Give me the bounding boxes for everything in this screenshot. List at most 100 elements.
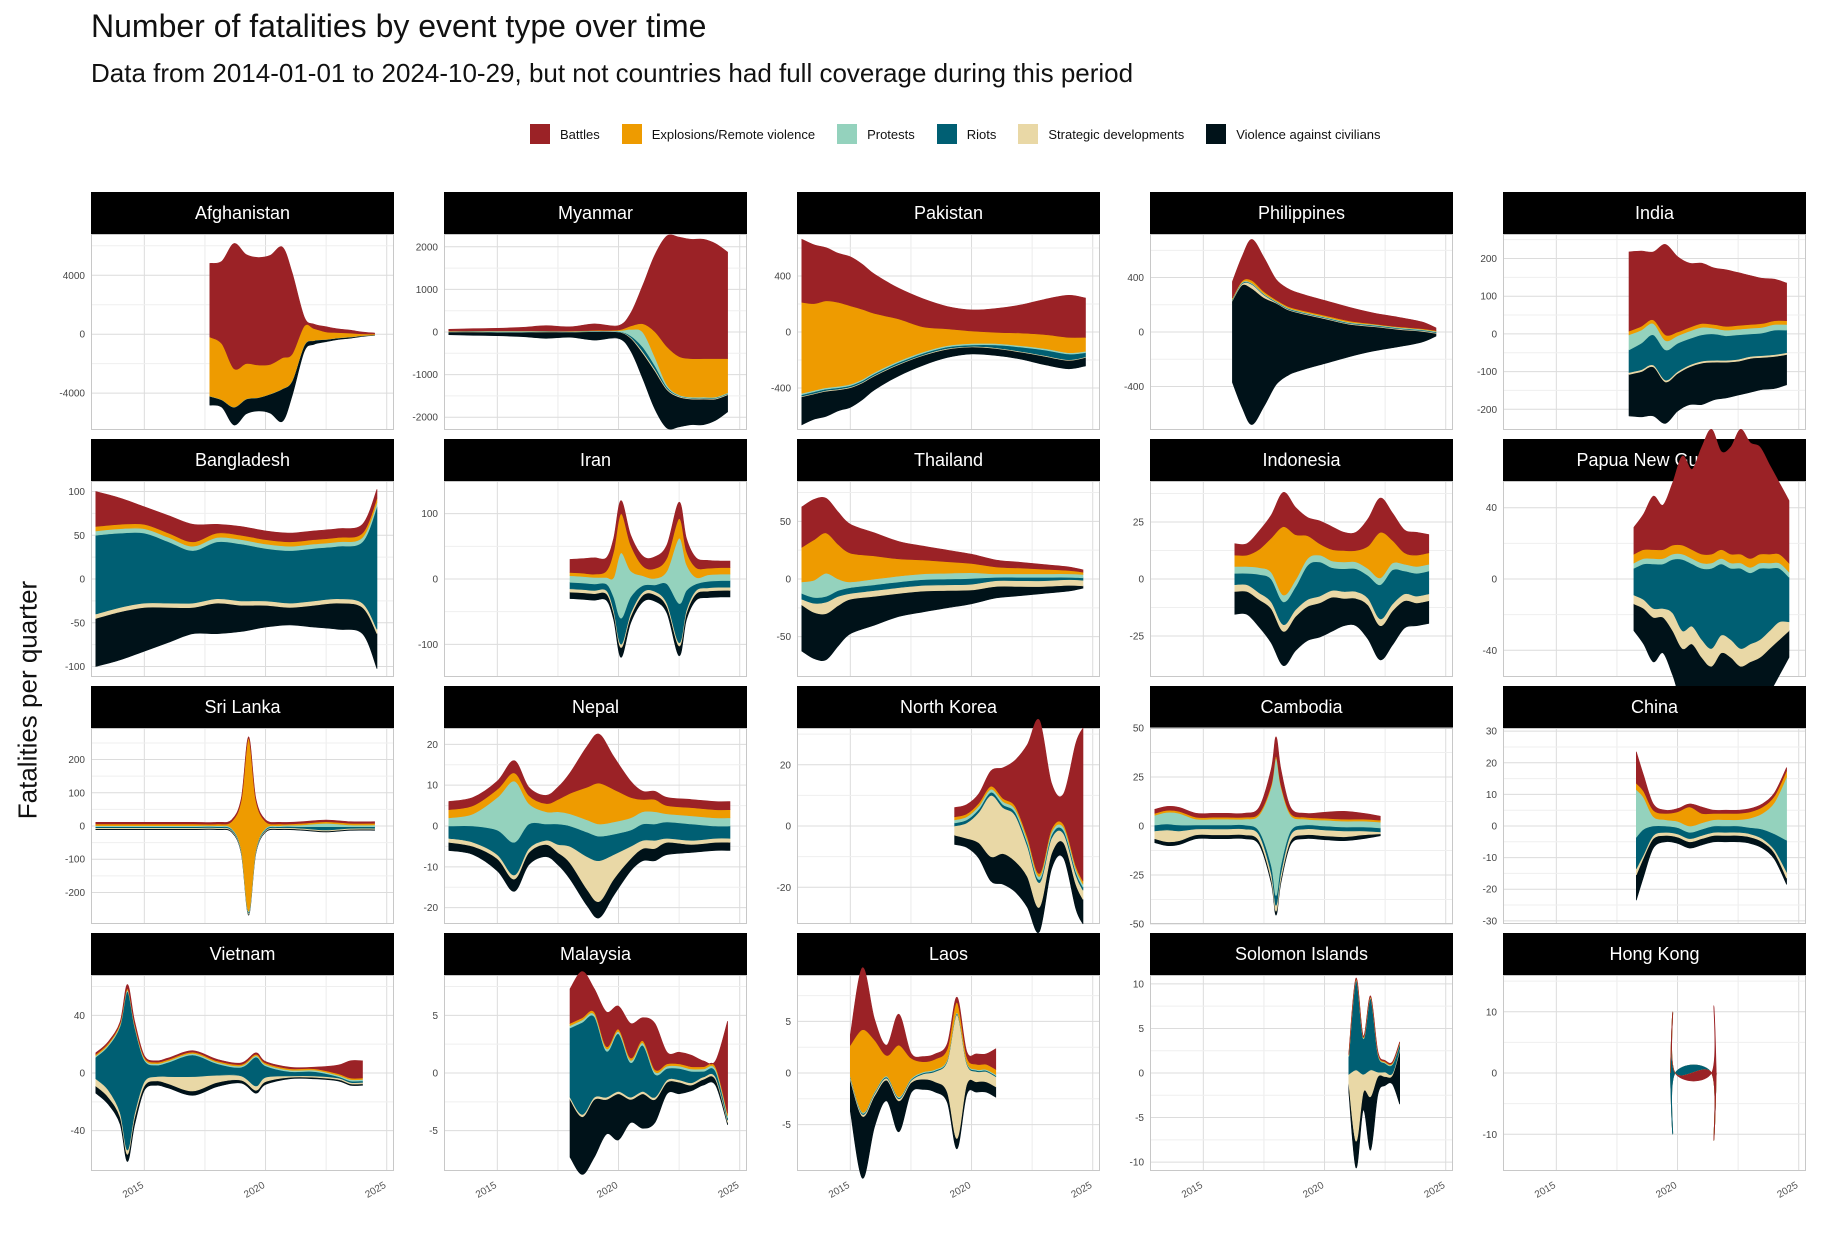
streams-laos xyxy=(850,967,997,1179)
panel-title-vietnam: Vietnam xyxy=(91,933,394,975)
y-tick-label: 0 xyxy=(785,1069,791,1080)
y-tick-label: 100 xyxy=(1480,292,1497,303)
x-tick-label: 2025 xyxy=(363,1180,388,1201)
plot-vietnam: -40 0 40 2015 2020 2025 xyxy=(71,975,394,1201)
x-tick-label: 2020 xyxy=(1301,1180,1326,1201)
x-tick-label: 2015 xyxy=(1533,1180,1558,1201)
y-tick-label: 0 xyxy=(79,822,85,833)
y-tick-label: 10 xyxy=(427,781,439,792)
streams-pakistan xyxy=(801,238,1086,426)
y-tick-label: 0 xyxy=(785,328,791,339)
legend-label-protests: Protests xyxy=(867,126,915,142)
stream-violence-against-civilians xyxy=(95,602,378,669)
plot-iran: -100 0 100 xyxy=(418,481,747,677)
stream-battles xyxy=(1633,429,1790,564)
panel-title-myanmar: Myanmar xyxy=(444,192,747,234)
x-tick-label: 2020 xyxy=(948,1180,973,1201)
y-tick-label: -25 xyxy=(1130,871,1145,882)
panel-border xyxy=(797,481,1100,677)
y-tick-label: 2000 xyxy=(416,242,439,253)
panel-afghanistan: Afghanistan -4000 0 4000 xyxy=(59,192,394,430)
y-tick-label: -100 xyxy=(65,855,85,866)
y-tick-label: 200 xyxy=(1480,254,1497,265)
legend: Battles Explosions/Remote violence Prote… xyxy=(530,122,1403,146)
panel-border xyxy=(1503,728,1806,924)
y-tick-label: -100 xyxy=(418,640,438,651)
panel-border xyxy=(1503,975,1806,1171)
panel-title-bangladesh: Bangladesh xyxy=(91,439,394,481)
x-tick-label: 2020 xyxy=(1654,1180,1679,1201)
y-tick-label: 200 xyxy=(68,755,85,766)
plot-solomon-islands: -10 -5 0 5 10 2015 2020 2025 xyxy=(1130,975,1453,1201)
y-tick-label: -25 xyxy=(1130,631,1145,642)
stream-battles xyxy=(569,971,728,1114)
panel-title-cambodia: Cambodia xyxy=(1150,686,1453,728)
y-tick-label: 0 xyxy=(79,575,85,586)
y-tick-label: -4000 xyxy=(59,389,85,400)
y-tick-label: 100 xyxy=(68,487,85,498)
stream-riots xyxy=(95,826,375,914)
y-tick-label: -10 xyxy=(1130,1158,1145,1169)
panel-border xyxy=(444,728,747,924)
panel-hong-kong: Hong Kong -10 0 10 2015 2020 2025 xyxy=(1483,933,1806,1201)
y-tick-label: 0 xyxy=(1138,575,1144,586)
panel-iran: Iran -100 0 100 xyxy=(418,439,747,677)
streams-thailand xyxy=(801,497,1084,661)
panel-title-afghanistan: Afghanistan xyxy=(91,192,394,234)
streams-vietnam xyxy=(95,984,363,1162)
y-tick-label: 10 xyxy=(1486,1007,1498,1018)
plot-india: -200 -100 0 100 200 xyxy=(1477,234,1806,430)
y-tick-label: 100 xyxy=(421,509,438,520)
panel-border xyxy=(444,234,747,430)
streams-iran xyxy=(569,500,731,658)
streams-china xyxy=(1636,751,1787,901)
plot-pakistan: -400 0 400 xyxy=(771,234,1100,430)
panel-border xyxy=(91,234,394,430)
panel-title-indonesia: Indonesia xyxy=(1150,439,1453,481)
gridlines xyxy=(1503,975,1806,1171)
x-tick-label: 2025 xyxy=(1422,1180,1447,1201)
y-tick-label: 5 xyxy=(432,1011,438,1022)
gridlines xyxy=(1150,975,1453,1171)
y-tick-label: 10 xyxy=(1486,790,1498,801)
y-tick-label: 0 xyxy=(785,822,791,833)
stream-battles xyxy=(801,238,1086,338)
legend-key-riots xyxy=(936,124,957,144)
y-tick-label: -40 xyxy=(1483,646,1498,657)
legend-label-explosions: Explosions/Remote violence xyxy=(651,126,816,142)
panel-border xyxy=(1150,728,1453,924)
plot-malaysia: -5 0 5 2015 2020 2025 xyxy=(429,971,747,1201)
panel-border xyxy=(1150,234,1453,430)
panel-title-malaysia: Malaysia xyxy=(444,933,747,975)
panel-nepal: Nepal -20 -10 0 10 20 xyxy=(424,686,747,924)
y-tick-label: -5 xyxy=(782,1120,791,1131)
stream-violence-against-civilians xyxy=(1636,834,1787,901)
y-tick-label: 0 xyxy=(1491,329,1497,340)
y-tick-label: 0 xyxy=(1138,1069,1144,1080)
stream-battles xyxy=(1670,1005,1717,1141)
y-tick-label: 0 xyxy=(432,1069,438,1080)
y-tick-label: -400 xyxy=(1124,382,1144,393)
plot-indonesia: -25 0 25 xyxy=(1130,481,1453,677)
y-tick-label: -50 xyxy=(777,632,792,643)
panel-border xyxy=(1503,481,1806,677)
plot-myanmar: -2000 -1000 0 1000 2000 xyxy=(412,234,747,430)
legend-item-battles: Battles xyxy=(530,124,600,144)
plot-bangladesh: -100 -50 0 50 100 xyxy=(65,481,394,677)
legend-label-riots: Riots xyxy=(966,126,997,142)
panel-border xyxy=(1150,481,1453,677)
plot-philippines: -400 0 400 xyxy=(1124,234,1453,430)
panel-indonesia: Indonesia -25 0 25 xyxy=(1130,439,1453,677)
plot-laos: -5 0 5 2015 2020 2025 xyxy=(782,967,1100,1201)
panel-border xyxy=(444,975,747,1171)
panel-border xyxy=(91,481,394,677)
stream-battles xyxy=(1628,244,1787,336)
y-tick-label: 50 xyxy=(1133,724,1145,735)
y-tick-label: 5 xyxy=(785,1017,791,1028)
y-tick-label: 0 xyxy=(1491,1069,1497,1080)
chart-title: Number of fatalities by event type over … xyxy=(91,8,707,44)
y-tick-label: -30 xyxy=(1483,916,1498,927)
y-tick-label: -40 xyxy=(71,1126,86,1137)
legend-label-battles: Battles xyxy=(560,126,600,142)
panel-border xyxy=(797,975,1100,1171)
